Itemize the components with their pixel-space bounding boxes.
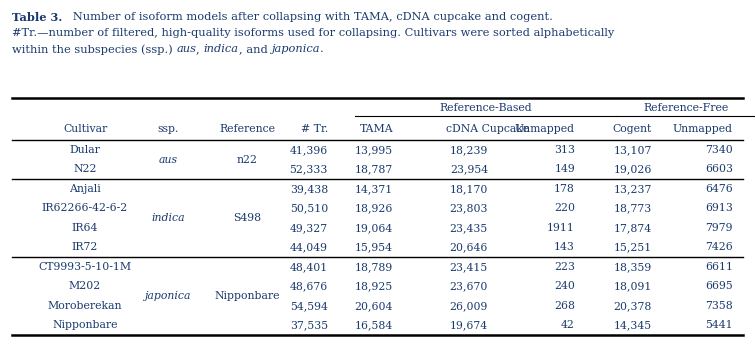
- Text: 178: 178: [554, 184, 575, 194]
- Text: .: .: [319, 44, 323, 54]
- Text: Unmapped: Unmapped: [673, 124, 733, 134]
- Text: 23,803: 23,803: [449, 203, 488, 213]
- Text: 13,237: 13,237: [614, 184, 652, 194]
- Text: 6913: 6913: [705, 203, 733, 213]
- Text: 268: 268: [554, 301, 575, 311]
- Text: 14,345: 14,345: [614, 320, 652, 330]
- Text: Reference: Reference: [219, 124, 275, 134]
- Text: japonica: japonica: [145, 291, 191, 301]
- Text: 48,676: 48,676: [290, 281, 328, 291]
- Text: Cogent: Cogent: [613, 124, 652, 134]
- Text: , and: , and: [239, 44, 271, 54]
- Text: 23,670: 23,670: [450, 281, 488, 291]
- Text: 7426: 7426: [705, 242, 733, 252]
- Text: 23,435: 23,435: [450, 223, 488, 233]
- Text: within the subspecies (ssp.): within the subspecies (ssp.): [12, 44, 177, 55]
- Text: 19,674: 19,674: [450, 320, 488, 330]
- Text: 20,646: 20,646: [450, 242, 488, 252]
- Text: 19,064: 19,064: [355, 223, 393, 233]
- Text: ssp.: ssp.: [157, 124, 179, 134]
- Text: 6611: 6611: [705, 262, 733, 272]
- Text: # Tr.: # Tr.: [300, 124, 328, 134]
- Text: 6603: 6603: [705, 164, 733, 174]
- Text: 42: 42: [561, 320, 575, 330]
- Text: 149: 149: [554, 164, 575, 174]
- Text: TAMA: TAMA: [359, 124, 393, 134]
- Text: 15,954: 15,954: [355, 242, 393, 252]
- Text: 23,954: 23,954: [450, 164, 488, 174]
- Text: ,: ,: [196, 44, 204, 54]
- Text: 7358: 7358: [705, 301, 733, 311]
- Text: 37,535: 37,535: [290, 320, 328, 330]
- Text: indica: indica: [204, 44, 239, 54]
- Text: IR72: IR72: [72, 242, 98, 252]
- Text: N22: N22: [73, 164, 97, 174]
- Text: 18,359: 18,359: [614, 262, 652, 272]
- Text: japonica: japonica: [271, 44, 319, 54]
- Text: 39,438: 39,438: [290, 184, 328, 194]
- Text: Nipponbare: Nipponbare: [214, 291, 280, 301]
- Text: Table 3.: Table 3.: [12, 12, 62, 23]
- Text: 52,333: 52,333: [290, 164, 328, 174]
- Text: 15,251: 15,251: [614, 242, 652, 252]
- Text: 7340: 7340: [705, 145, 733, 155]
- Text: 6476: 6476: [705, 184, 733, 194]
- Text: 18,787: 18,787: [355, 164, 393, 174]
- Text: Moroberekan: Moroberekan: [48, 301, 122, 311]
- Text: 49,327: 49,327: [290, 223, 328, 233]
- Text: 50,510: 50,510: [290, 203, 328, 213]
- Text: Dular: Dular: [69, 145, 100, 155]
- Text: aus: aus: [159, 155, 177, 165]
- Text: Number of isoform models after collapsing with TAMA, cDNA cupcake and cogent.: Number of isoform models after collapsin…: [62, 12, 553, 22]
- Text: 13,995: 13,995: [355, 145, 393, 155]
- Text: 6695: 6695: [705, 281, 733, 291]
- Text: 18,789: 18,789: [355, 262, 393, 272]
- Text: 54,594: 54,594: [290, 301, 328, 311]
- Text: 48,401: 48,401: [290, 262, 328, 272]
- Text: n22: n22: [236, 155, 257, 165]
- Text: 20,378: 20,378: [614, 301, 652, 311]
- Text: 18,239: 18,239: [450, 145, 488, 155]
- Text: 41,396: 41,396: [290, 145, 328, 155]
- Text: 223: 223: [554, 262, 575, 272]
- Text: 20,604: 20,604: [355, 301, 393, 311]
- Text: IR62266-42-6-2: IR62266-42-6-2: [42, 203, 128, 213]
- Text: 220: 220: [554, 203, 575, 213]
- Text: 240: 240: [554, 281, 575, 291]
- Text: 23,415: 23,415: [450, 262, 488, 272]
- Text: 18,170: 18,170: [450, 184, 488, 194]
- Text: 18,773: 18,773: [614, 203, 652, 213]
- Text: 16,584: 16,584: [355, 320, 393, 330]
- Text: 13,107: 13,107: [614, 145, 652, 155]
- Text: 1911: 1911: [547, 223, 575, 233]
- Text: #Tr.—number of filtered, high-quality isoforms used for collapsing. Cultivars we: #Tr.—number of filtered, high-quality is…: [12, 28, 615, 38]
- Text: 14,371: 14,371: [355, 184, 393, 194]
- Text: Nipponbare: Nipponbare: [52, 320, 118, 330]
- Text: S498: S498: [233, 213, 261, 223]
- Text: 5441: 5441: [705, 320, 733, 330]
- Text: 143: 143: [554, 242, 575, 252]
- Text: Reference-Based: Reference-Based: [439, 103, 532, 113]
- Text: 18,091: 18,091: [614, 281, 652, 291]
- Text: aus: aus: [177, 44, 196, 54]
- Text: IR64: IR64: [72, 223, 98, 233]
- Text: 7979: 7979: [705, 223, 733, 233]
- Text: 26,009: 26,009: [450, 301, 488, 311]
- Text: 18,926: 18,926: [355, 203, 393, 213]
- Text: CT9993-5-10-1M: CT9993-5-10-1M: [39, 262, 131, 272]
- Text: Reference-Free: Reference-Free: [643, 103, 729, 113]
- Text: M202: M202: [69, 281, 101, 291]
- Text: 18,925: 18,925: [355, 281, 393, 291]
- Text: Unmapped: Unmapped: [515, 124, 575, 134]
- Text: 19,026: 19,026: [614, 164, 652, 174]
- Text: 313: 313: [554, 145, 575, 155]
- Text: 44,049: 44,049: [290, 242, 328, 252]
- Text: indica: indica: [151, 213, 185, 223]
- Text: Anjali: Anjali: [69, 184, 101, 194]
- Text: cDNA Cupcake: cDNA Cupcake: [446, 124, 529, 134]
- Text: 17,874: 17,874: [614, 223, 652, 233]
- Text: Cultivar: Cultivar: [63, 124, 107, 134]
